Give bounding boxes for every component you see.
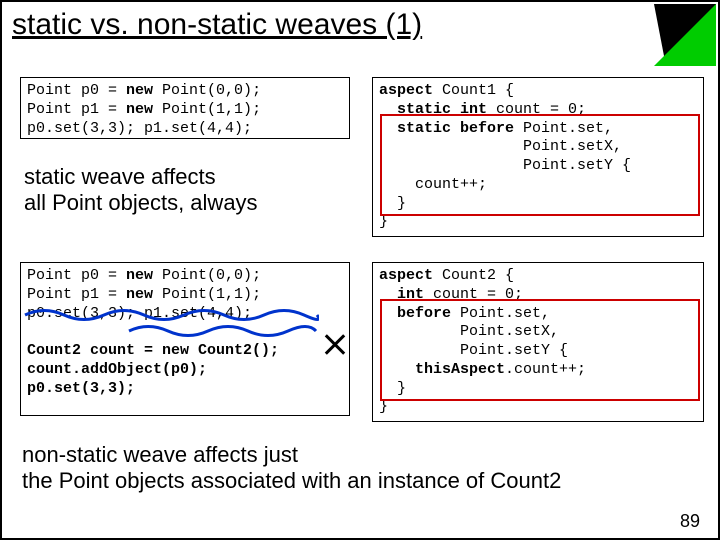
slide-title: static vs. non-static weaves (1) bbox=[12, 8, 422, 42]
code-right-top: aspect Count1 { static int count = 0; st… bbox=[372, 77, 704, 237]
code-left-top: Point p0 = new Point(0,0); Point p1 = ne… bbox=[20, 77, 350, 139]
slide: static vs. non-static weaves (1) Point p… bbox=[0, 0, 720, 540]
code-right-bottom: aspect Count2 { int count = 0; before Po… bbox=[372, 262, 704, 422]
corner-triangle bbox=[654, 4, 716, 66]
note-nonstatic: non-static weave affects just the Point … bbox=[22, 442, 561, 494]
page-number: 89 bbox=[680, 511, 700, 532]
note-static: static weave affects all Point objects, … bbox=[24, 164, 258, 216]
code-left-bottom: Point p0 = new Point(0,0); Point p1 = ne… bbox=[20, 262, 350, 416]
